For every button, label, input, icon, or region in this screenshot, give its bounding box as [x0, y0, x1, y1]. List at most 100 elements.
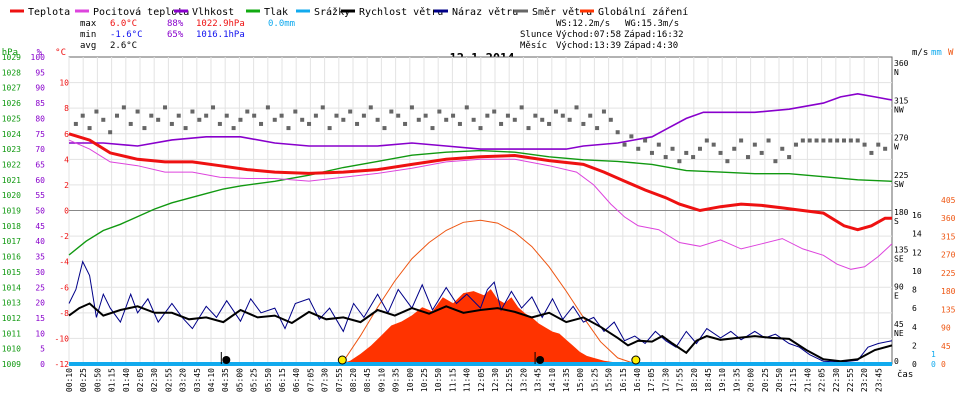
wind-direction-point: [787, 155, 792, 160]
legend-item: Náraz větru: [434, 6, 518, 18]
legend-item: Tlak: [246, 7, 288, 18]
axis-tick-label: 1018: [2, 222, 21, 231]
wind-direction-point: [800, 138, 805, 143]
wind-direction-point: [547, 121, 552, 126]
axis-tick-label: N: [894, 68, 899, 77]
wind-direction-point: [663, 155, 668, 160]
wind-direction-point: [876, 142, 881, 147]
wind-direction-point: [135, 109, 140, 114]
x-tick-label: 05:25: [250, 368, 259, 392]
x-tick-label: 20:00: [747, 368, 756, 392]
wind-direction-point: [163, 105, 168, 110]
stat-value: avg: [80, 41, 96, 51]
wind-direction-point: [142, 126, 147, 131]
x-tick-label: 01:40: [122, 368, 131, 392]
wind-direction-point: [156, 117, 161, 122]
axis-tick-label: 10: [59, 79, 69, 88]
wind-direction-point: [245, 109, 250, 114]
wind-direction-point: [368, 105, 373, 110]
wind-direction-point: [204, 113, 209, 118]
wind-direction-point: [869, 150, 874, 155]
x-tick-label: 19:10: [718, 368, 727, 392]
x-tick-label: 04:35: [221, 368, 230, 392]
stat-value: 2.6°C: [110, 41, 137, 51]
axis-tick-label: -8: [59, 309, 69, 318]
x-tick-label: 18:20: [690, 368, 699, 392]
wind-direction-point: [265, 105, 270, 110]
wind-direction-point: [87, 126, 92, 131]
axis-tick-label: NW: [894, 105, 904, 114]
wind-direction-point: [780, 146, 785, 151]
wind-direction-point: [444, 117, 449, 122]
wind-direction-point: [423, 113, 428, 118]
wind-direction-point: [499, 121, 504, 126]
wind-direction-point: [231, 126, 236, 131]
wind-direction-point: [608, 117, 613, 122]
x-tick-label: 22:55: [846, 368, 855, 392]
x-tick-label: 10:00: [406, 368, 415, 392]
legend-item: Pocitová teplota: [75, 6, 189, 18]
axis-tick-label: 65: [35, 160, 45, 169]
axis-tick-label: 0: [64, 207, 69, 216]
axis-tick-label: 90: [894, 283, 904, 292]
x-tick-label: 10:25: [420, 368, 429, 392]
axis-tick-label: S: [894, 217, 899, 226]
wind-direction-point: [519, 105, 524, 110]
wind-direction-point: [828, 138, 833, 143]
wind-direction-point: [396, 113, 401, 118]
wind-direction-point: [485, 113, 490, 118]
series-vlhkost: [69, 92, 893, 150]
wind-direction-point: [656, 142, 661, 147]
axis-tick-label: 10: [35, 329, 45, 338]
stat-value: WG:15.3m/s: [625, 19, 679, 29]
x-tick-label: 13:45: [534, 368, 543, 392]
event-markers: [220, 352, 641, 365]
wind-direction-point: [430, 126, 435, 131]
axis-tick-label: -4: [59, 258, 69, 267]
x-axis-label: čas: [897, 369, 913, 380]
axis-tick-label: -6: [59, 283, 69, 292]
wind-direction-point: [697, 146, 702, 151]
wind-direction-point: [382, 126, 387, 131]
axis-tick-label: -10: [55, 334, 70, 343]
x-tick-label: 12:30: [491, 368, 500, 392]
legend: Teplota Pocitová teplota Vlhkost Tlak Srážky…: [10, 6, 688, 18]
wind-direction-point: [259, 121, 264, 126]
axis-tick-label: 1028: [2, 68, 21, 77]
wind-direction-point: [855, 138, 860, 143]
axis-tick-label: 40: [35, 237, 45, 246]
axis-tick-label: 225: [894, 171, 909, 180]
wind-direction-point: [745, 155, 750, 160]
axis-tick-label: 315: [894, 96, 909, 105]
axis-tick-label: SW: [894, 180, 904, 189]
axis-tick-label: 80: [35, 114, 45, 123]
legend-label: Srážky: [314, 6, 350, 18]
x-tick-label: 08:20: [349, 368, 358, 392]
wind-direction-point: [601, 109, 606, 114]
wind-direction-point: [211, 105, 216, 110]
moon-marker: [222, 356, 231, 364]
x-tick-label: 10:50: [434, 368, 443, 392]
wind-direction-point: [793, 142, 798, 147]
axis-tick-label: 50: [35, 207, 45, 216]
axis-tick-label: 1027: [2, 84, 21, 93]
axis-tick-label: 25: [35, 283, 45, 292]
axis-tick-label: 5: [40, 345, 45, 354]
wind-direction-point: [80, 113, 85, 118]
wind-direction-point: [169, 121, 174, 126]
axes: hPa1009101010111012101310141015101610171…: [2, 48, 956, 392]
axis-unit-label: °C: [55, 48, 66, 58]
wind-direction-point: [553, 109, 558, 114]
wind-direction-point: [540, 117, 545, 122]
axis-unit-label: %: [37, 48, 43, 58]
stat-value: 65%: [167, 30, 184, 40]
wind-direction-point: [176, 113, 181, 118]
wind-direction-point: [307, 121, 312, 126]
wind-direction-point: [375, 117, 380, 122]
wind-direction-point: [272, 117, 277, 122]
axis-tick-label: 14: [912, 230, 922, 239]
x-tick-label: 09:10: [377, 368, 386, 392]
wind-direction-point: [684, 150, 689, 155]
legend-item: Globální záření: [580, 6, 688, 18]
axis-tick-label: 20: [35, 299, 45, 308]
